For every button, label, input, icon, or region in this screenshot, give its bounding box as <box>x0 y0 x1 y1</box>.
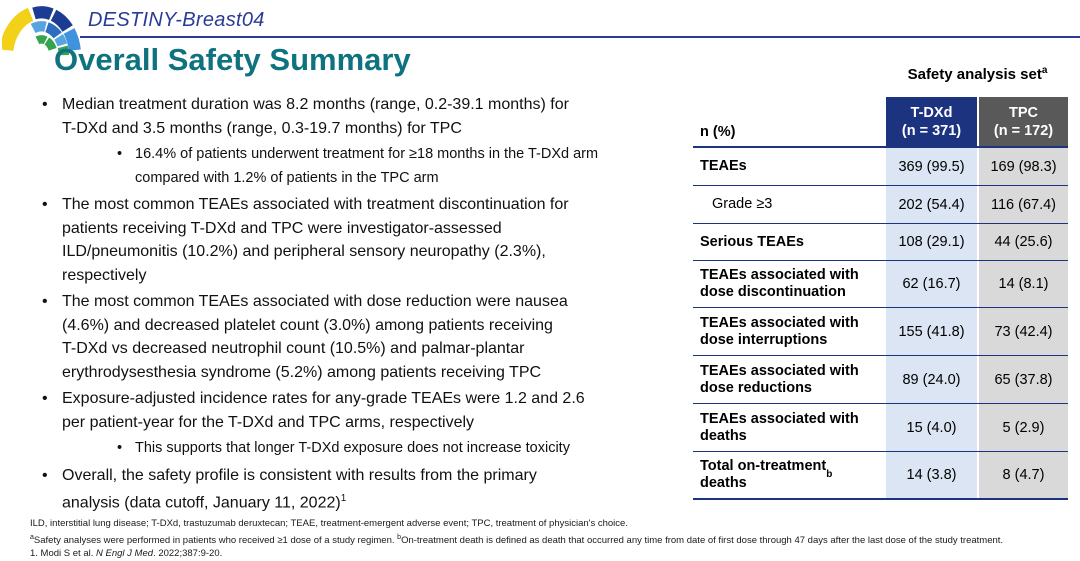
tpc-value: 73 (42.4) <box>979 308 1068 355</box>
tpc-value: 169 (98.3) <box>979 148 1068 185</box>
destiny-breast04-logo-icon <box>2 6 81 56</box>
bullet-text: This supports that longer T-DXd exposure… <box>135 440 570 456</box>
safety-summary-table: n (%) T-DXd (n = 371) TPC (n = 172) TEAE… <box>693 97 1068 500</box>
column-header-tpc: TPC (n = 172) <box>979 97 1068 146</box>
column-gap <box>977 452 979 498</box>
bullet-item: • Overall, the safety profile is consist… <box>35 464 695 515</box>
tdxd-value: 202 (54.4) <box>886 186 977 223</box>
table-row-dose-reductions: TEAEs associated with dose reductions 89… <box>693 356 1068 404</box>
bullet-text: 16.4% of patients underwent treatment fo… <box>135 146 599 186</box>
row-label: Grade ≥3 <box>693 186 886 223</box>
table-row-teaes: TEAEs 369 (99.5) 169 (98.3) <box>693 148 1068 186</box>
footnote-a-b-line: aSafety analyses were performed in patie… <box>30 531 1074 548</box>
bullet-text: The most common TEAEs associated with do… <box>62 293 568 381</box>
bullet-icon: • <box>42 390 48 407</box>
table-row-dose-discontinuation: TEAEs associated with dose discontinuati… <box>693 261 1068 308</box>
footnote-b-text: On-treatment death is defined as death t… <box>401 534 1004 546</box>
bullet-icon: • <box>42 96 48 113</box>
column-gap <box>977 97 979 146</box>
row-label-text: TEAEs associated with dose interruptions <box>700 314 859 348</box>
column-gap <box>977 224 979 260</box>
tpc-value: 5 (2.9) <box>979 404 1068 451</box>
sub-bullet-item: • 16.4% of patients underwent treatment … <box>35 143 695 190</box>
bullet-text: The most common TEAEs associated with tr… <box>62 196 569 284</box>
reference-journal: N Engl J Med <box>96 548 154 560</box>
row-label: Serious TEAEs <box>693 224 886 260</box>
bullet-item: • Median treatment duration was 8.2 mont… <box>35 93 695 140</box>
bullet-icon: • <box>42 293 48 310</box>
tpc-value: 14 (8.1) <box>979 261 1068 307</box>
header-divider <box>80 36 1080 38</box>
footnote-a-text: Safety analyses were performed in patien… <box>33 534 398 546</box>
tdxd-value: 14 (3.8) <box>886 452 977 498</box>
table-row-total-deaths: Total on-treatment deaths b 14 (3.8) 8 (4… <box>693 452 1068 500</box>
table-row-serious-teaes: Serious TEAEs 108 (29.1) 44 (25.6) <box>693 224 1068 261</box>
bullet-icon: • <box>117 440 123 456</box>
column-gap <box>977 308 979 355</box>
bullet-text: Overall, the safety profile is consisten… <box>62 464 537 515</box>
table-row-deaths: TEAEs associated with deaths 15 (4.0) 5 … <box>693 404 1068 452</box>
tpc-value: 8 (4.7) <box>979 452 1068 498</box>
reference-line: 1. Modi S et al. N Engl J Med. 2022;387:… <box>30 547 1074 561</box>
bullet-text-main: Overall, the safety profile is consisten… <box>62 466 537 512</box>
page-title: Overall Safety Summary <box>54 42 411 77</box>
bullet-item: • The most common TEAEs associated with … <box>35 193 695 287</box>
table-header-row: n (%) T-DXd (n = 371) TPC (n = 172) <box>693 97 1068 148</box>
tdxd-value: 369 (99.5) <box>886 148 977 185</box>
column-gap <box>977 186 979 223</box>
row-label: TEAEs associated with dose interruptions <box>693 308 886 355</box>
table-caption-text: Safety analysis set <box>907 66 1042 83</box>
row-label-text: TEAEs associated with dose discontinuati… <box>700 267 859 300</box>
row-label-text: Total on-treatment deaths <box>700 458 827 491</box>
bullet-item: • The most common TEAEs associated with … <box>35 290 695 384</box>
tpc-value: 65 (37.8) <box>979 356 1068 403</box>
column-gap <box>977 404 979 451</box>
row-label: TEAEs associated with deaths <box>693 404 886 451</box>
footnote-b-marker: b <box>397 533 402 541</box>
row-label: TEAEs <box>693 148 886 185</box>
sub-bullet-item: • This supports that longer T-DXd exposu… <box>35 437 695 461</box>
tdxd-value: 62 (16.7) <box>886 261 977 307</box>
bullet-icon: • <box>42 196 48 213</box>
table-row-grade3: Grade ≥3 202 (54.4) 116 (67.4) <box>693 186 1068 224</box>
study-name: DESTINY-Breast04 <box>88 9 265 31</box>
row-label-text: Grade ≥3 <box>712 196 773 212</box>
footnote-a-superscript: a <box>1041 65 1048 76</box>
footnotes: ILD, interstitial lung disease; T-DXd, t… <box>30 517 1074 561</box>
summary-bullet-list: • Median treatment duration was 8.2 mont… <box>35 93 695 518</box>
bullet-item: • Exposure-adjusted incidence rates for … <box>35 387 695 434</box>
row-label-text: TEAEs associated with dose reductions <box>700 362 859 396</box>
tpc-value: 116 (67.4) <box>979 186 1068 223</box>
tdxd-value: 155 (41.8) <box>886 308 977 355</box>
tdxd-value: 89 (24.0) <box>886 356 977 403</box>
tdxd-value: 108 (29.1) <box>886 224 977 260</box>
bullet-icon: • <box>117 146 123 162</box>
footnote-b-superscript: b <box>826 469 833 480</box>
table-row-dose-interruptions: TEAEs associated with dose interruptions… <box>693 308 1068 356</box>
bullet-icon: • <box>42 466 48 484</box>
row-label-text: Serious TEAEs <box>700 233 804 250</box>
abbreviations-line: ILD, interstitial lung disease; T-DXd, t… <box>30 518 628 529</box>
row-label: TEAEs associated with dose discontinuati… <box>693 261 886 307</box>
row-label-text: TEAEs associated with deaths <box>700 410 859 444</box>
tpc-value: 44 (25.6) <box>979 224 1068 260</box>
row-label: TEAEs associated with dose reductions <box>693 356 886 403</box>
footnote-a-marker: a <box>30 533 34 541</box>
tdxd-value: 15 (4.0) <box>886 404 977 451</box>
column-header-tdxd: T-DXd (n = 371) <box>886 97 977 146</box>
bullet-text: Exposure-adjusted incidence rates for an… <box>62 390 585 431</box>
column-gap <box>977 261 979 307</box>
column-gap <box>977 148 979 185</box>
row-label: Total on-treatment deaths b <box>693 452 886 498</box>
column-gap <box>977 356 979 403</box>
table-caption: Safety analysis seta <box>887 65 1068 83</box>
corner-label: n (%) <box>693 97 886 146</box>
bullet-text: Median treatment duration was 8.2 months… <box>62 96 569 137</box>
reference-post: . 2022;387:9-20. <box>153 548 223 560</box>
reference-superscript: 1 <box>340 493 347 504</box>
row-label-text: TEAEs <box>700 158 747 174</box>
reference-pre: 1. Modi S et al. <box>30 548 97 560</box>
